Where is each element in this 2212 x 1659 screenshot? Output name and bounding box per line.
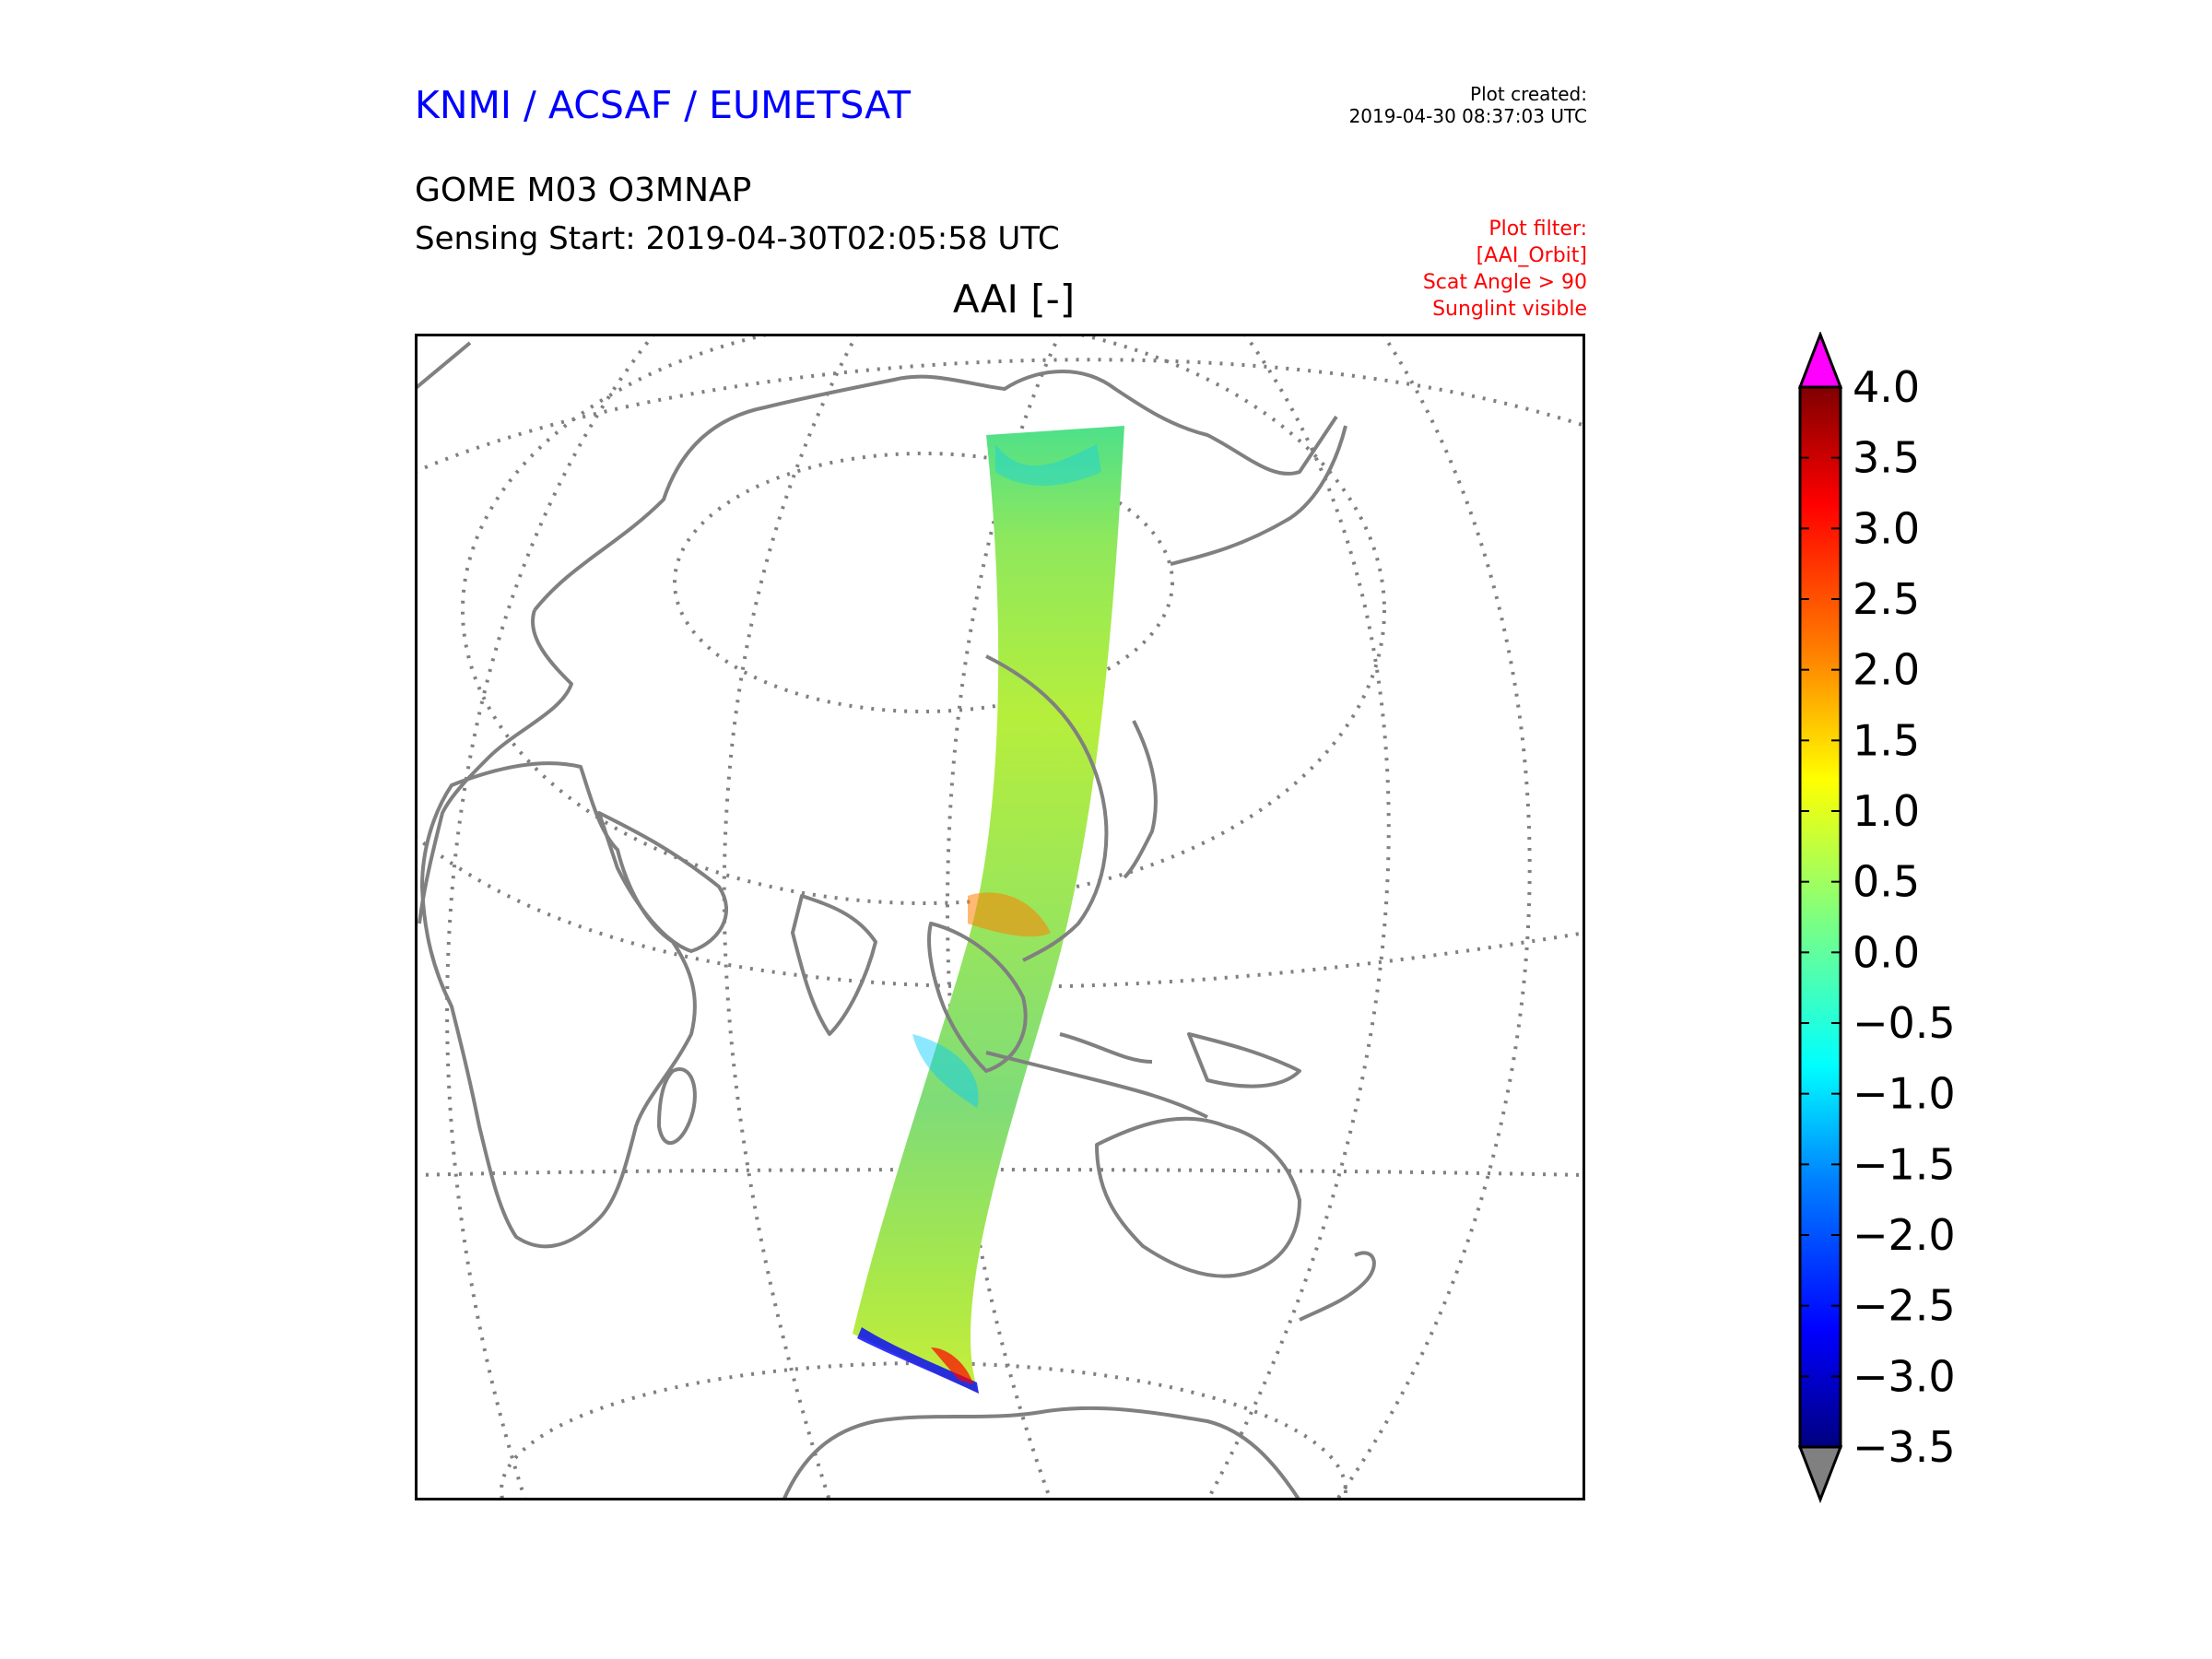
graticule-line [673,452,1174,713]
colorbar-tick-label: 2.0 [1853,645,1920,695]
colorbar-under-triangle [1797,1445,1843,1504]
colorbar-tick-label: −0.5 [1853,998,1956,1048]
coastline-europe-asia [415,341,1338,612]
graticule-line [1335,334,1532,1500]
coastline-antarctica [782,1406,1301,1500]
coastline-kamchatka [1170,425,1347,566]
filter-line: [AAI_Orbit] [1476,244,1587,267]
coastline-new-guinea [1187,1032,1301,1088]
graticule-line [415,834,1585,989]
colorbar-tick-label: −1.5 [1853,1139,1956,1189]
graticule-line [445,334,656,1500]
coastline-australia [1095,1116,1301,1278]
filter-line: Sunglint visible [1432,298,1587,321]
coastline-se-asia [927,922,1028,1073]
organization-label: KNMI / ACSAF / EUMETSAT [415,83,912,127]
graticule-line [415,1168,1585,1177]
swath-anomaly [912,1034,979,1108]
coastline-madagascar [657,1067,697,1146]
coastline-japan [1123,720,1158,879]
coastline-india [791,894,877,1036]
filter-line: Plot filter: [1488,218,1587,241]
colorbar-tick-label: 1.5 [1853,715,1920,765]
colorbar-tick-label: 0.5 [1853,857,1920,907]
coastline-indonesia [985,1032,1208,1119]
colorbar-tick-label: 3.5 [1853,433,1920,483]
colorbar-tick-label: 2.5 [1853,574,1920,624]
coastlines [415,341,1376,1500]
filter-line: Scat Angle > 90 [1422,271,1587,294]
map-frame [415,334,1585,1500]
plot-created-block: Plot created: 2019-04-30 08:37:03 UTC [1349,83,1587,127]
graticule-line [500,1361,1347,1500]
colorbar-tick-label: −3.5 [1853,1422,1956,1472]
colorbar-ticks: 4.0 3.5 3.0 2.5 2.0 1.5 1.0 0.5 0.0 −0.5 −1.0 −1.5 −… [1800,362,1956,1472]
coastline-europe [418,609,573,924]
graticule-line [1206,334,1391,1500]
plot-created-time: 2019-04-30 08:37:03 UTC [1348,105,1587,127]
coastline-new-zealand [1299,1251,1376,1322]
product-title: GOME M03 O3MNAP [415,171,752,209]
colorbar-tick-label: 0.0 [1853,927,1920,977]
colorbar-tick-label: 3.0 [1853,503,1920,553]
colorbar: 4.0 3.5 3.0 2.5 2.0 1.5 1.0 0.5 0.0 −0.5 −1.0 −1.5 −… [1797,332,1956,1504]
colorbar-tick-label: −1.0 [1853,1069,1956,1119]
coastline-china [985,654,1109,962]
colorbar-gradient [1798,385,1842,1449]
graticule-line [722,334,859,1500]
map-panel [415,334,1585,1500]
swath-anomaly [857,1327,979,1394]
swath-anomaly [995,444,1101,486]
swath-anomaly [931,1347,973,1384]
colorbar-tick-label: −2.0 [1853,1210,1956,1260]
plot-created-label: Plot created: [1470,83,1587,105]
colorbar-over-triangle [1797,332,1843,389]
colorbar-tick-label: 1.0 [1853,786,1920,836]
aai-swath [853,426,1124,1394]
colorbar-tick-label: −2.5 [1853,1281,1956,1331]
plot-filter: Plot filter: [AAI_Orbit] Scat Angle > 90… [1423,216,1587,323]
sensing-start: Sensing Start: 2019-04-30T02:05:58 UTC [415,220,1060,257]
graticule-line [461,334,1386,905]
map-title: AAI [-] [952,276,1076,322]
colorbar-tick-label: 4.0 [1853,362,1920,412]
coastline-arabia [597,811,729,953]
colorbar-tick-label: −3.0 [1853,1351,1956,1401]
swath-anomaly [968,892,1051,937]
